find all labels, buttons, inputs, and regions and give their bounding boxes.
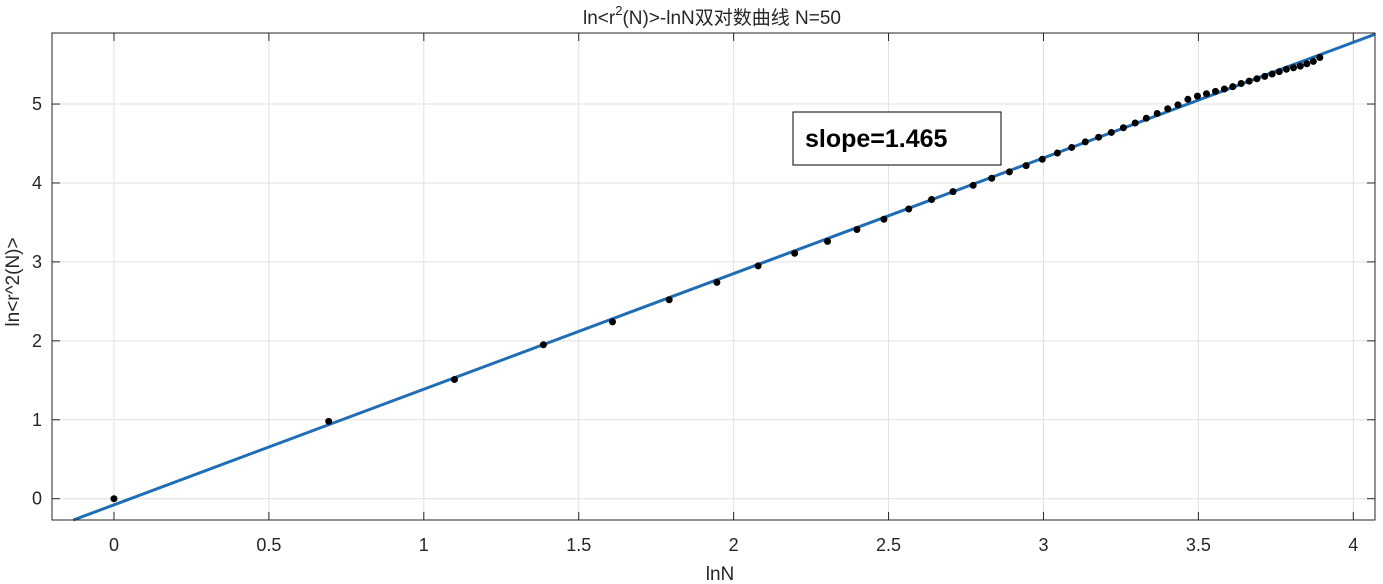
data-point	[1211, 87, 1219, 95]
data-point	[969, 181, 977, 189]
x-tick-label: 4	[1348, 535, 1358, 555]
x-axis-label: lnN	[706, 564, 735, 584]
data-point	[1220, 85, 1228, 93]
data-point	[1282, 65, 1290, 73]
y-tick-label: 2	[32, 331, 42, 351]
slope-annotation-box	[792, 111, 1002, 166]
data-point	[1164, 105, 1172, 113]
x-tick-label: 0	[109, 535, 119, 555]
axes-box	[51, 32, 1376, 521]
chart-title-suffix: (N)>-lnN双对数曲线 N=50	[622, 7, 841, 29]
y-tick-label: 0	[32, 489, 42, 509]
data-point	[1316, 53, 1324, 61]
data-point	[1296, 62, 1304, 70]
data-point	[949, 188, 957, 196]
data-point	[754, 262, 762, 270]
data-point	[791, 249, 799, 257]
data-point	[1184, 95, 1192, 103]
x-tick-label: 2.5	[876, 535, 901, 555]
y-tick-label: 4	[32, 173, 42, 193]
data-point	[1268, 70, 1276, 78]
data-point	[1245, 77, 1253, 85]
data-point	[1275, 68, 1283, 76]
chart-title-superscript: 2	[615, 3, 622, 18]
data-point	[665, 296, 673, 304]
x-tick-label: 1.5	[566, 535, 591, 555]
data-point	[1081, 138, 1089, 146]
x-tick-label: 2	[729, 535, 739, 555]
data-point	[450, 376, 458, 384]
data-point	[1119, 124, 1127, 132]
data-point	[1290, 64, 1298, 72]
chart-title: ln<r2(N)>-lnN双对数曲线 N=50	[583, 3, 841, 29]
data-point	[1253, 75, 1261, 83]
data-point	[1142, 114, 1150, 122]
data-point	[110, 495, 118, 503]
y-axis-label: ln<r^2(N)>	[3, 237, 24, 326]
data-point	[1202, 90, 1210, 98]
y-tick-label: 1	[32, 410, 42, 430]
data-point	[880, 215, 888, 223]
slope-annotation: slope=1.465	[792, 111, 1002, 166]
data-point	[1174, 101, 1182, 109]
data-point	[1053, 149, 1061, 157]
data-point	[713, 278, 721, 286]
data-point	[1153, 110, 1161, 118]
data-point	[325, 417, 333, 425]
data-point	[1193, 92, 1201, 100]
data-point	[1309, 57, 1317, 65]
data-point	[1107, 128, 1115, 136]
data-point	[608, 318, 616, 326]
data-point	[1237, 80, 1245, 88]
data-points	[110, 53, 1324, 503]
x-tick-label: 3.5	[1186, 535, 1211, 555]
x-tick-label: 3	[1038, 535, 1048, 555]
data-point	[824, 237, 832, 245]
data-point	[1095, 133, 1103, 141]
data-point	[539, 341, 547, 349]
slope-annotation-text: slope=1.465	[805, 125, 948, 153]
data-point	[905, 205, 913, 213]
data-point	[1261, 72, 1269, 80]
axis-ticks: 0 0.5 1 1.5 2 2.5 3 3.5 4 0 1 2 3 4 5	[32, 33, 1375, 555]
data-point	[928, 196, 936, 204]
data-point	[853, 226, 861, 234]
data-point	[1005, 168, 1013, 176]
x-tick-label: 1	[419, 535, 429, 555]
data-point	[1022, 162, 1030, 170]
y-tick-label: 5	[32, 94, 42, 114]
x-tick-label: 0.5	[256, 535, 281, 555]
data-point	[1131, 119, 1139, 127]
data-point	[1303, 60, 1311, 68]
chart-title-prefix: ln<r	[583, 8, 616, 29]
data-point	[988, 174, 996, 182]
y-tick-label: 3	[32, 252, 42, 272]
data-point	[1038, 155, 1046, 163]
data-point	[1229, 83, 1237, 91]
data-point	[1068, 143, 1076, 151]
